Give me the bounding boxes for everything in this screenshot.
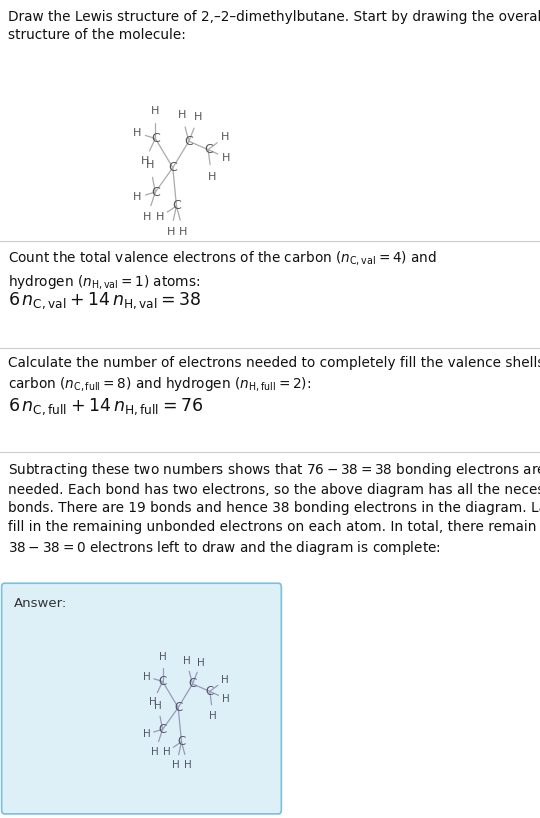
Text: H: H (151, 106, 159, 115)
Text: C: C (158, 723, 167, 736)
Text: H: H (209, 711, 217, 721)
Text: H: H (159, 652, 166, 662)
Text: C: C (168, 161, 177, 174)
Text: Count the total valence electrons of the carbon ($n_\mathrm{C,val} = 4$) and
hyd: Count the total valence electrons of the… (8, 249, 437, 290)
Text: H: H (133, 128, 141, 138)
Text: C: C (174, 701, 183, 714)
Text: H: H (194, 112, 202, 123)
Text: C: C (188, 677, 197, 690)
Text: H: H (221, 153, 230, 163)
Text: C: C (185, 135, 193, 148)
Text: H: H (184, 760, 192, 770)
Text: Draw the Lewis structure of 2,–2–dimethylbutane. Start by drawing the overall
st: Draw the Lewis structure of 2,–2–dimethy… (8, 10, 540, 43)
Text: H: H (207, 172, 216, 182)
Text: H: H (166, 227, 175, 237)
Text: H: H (149, 697, 157, 707)
Text: H: H (220, 133, 229, 142)
Text: H: H (156, 212, 164, 222)
Text: C: C (158, 675, 167, 688)
Text: $6\,n_\mathrm{C,full} + 14\,n_\mathrm{H,full} = 76$: $6\,n_\mathrm{C,full} + 14\,n_\mathrm{H,… (8, 396, 203, 416)
Text: H: H (183, 656, 190, 666)
Text: H: H (146, 160, 154, 170)
Text: $6\,n_\mathrm{C,val} + 14\,n_\mathrm{H,val} = 38$: $6\,n_\mathrm{C,val} + 14\,n_\mathrm{H,v… (8, 290, 201, 311)
Text: C: C (206, 685, 214, 698)
Text: H: H (143, 729, 150, 739)
Text: Subtracting these two numbers shows that $76 - 38 = 38$ bonding electrons are
ne: Subtracting these two numbers shows that… (8, 461, 540, 557)
Text: H: H (172, 761, 180, 771)
Text: H: H (143, 672, 150, 681)
Text: Calculate the number of electrons needed to completely fill the valence shells f: Calculate the number of electrons needed… (8, 356, 540, 393)
Text: H: H (163, 747, 170, 757)
Text: H: H (140, 156, 149, 166)
Text: H: H (178, 110, 186, 120)
Text: Answer:: Answer: (14, 597, 68, 610)
Text: H: H (179, 227, 187, 236)
Text: H: H (197, 658, 205, 667)
Text: C: C (204, 143, 213, 156)
FancyBboxPatch shape (2, 583, 281, 814)
Text: C: C (151, 132, 160, 145)
Text: H: H (221, 676, 228, 685)
Text: C: C (172, 200, 181, 213)
Text: H: H (143, 212, 151, 222)
Text: H: H (154, 700, 162, 711)
Text: H: H (133, 192, 141, 203)
Text: H: H (221, 694, 229, 703)
Text: C: C (177, 735, 186, 748)
Text: H: H (151, 747, 159, 757)
Text: C: C (151, 186, 160, 199)
